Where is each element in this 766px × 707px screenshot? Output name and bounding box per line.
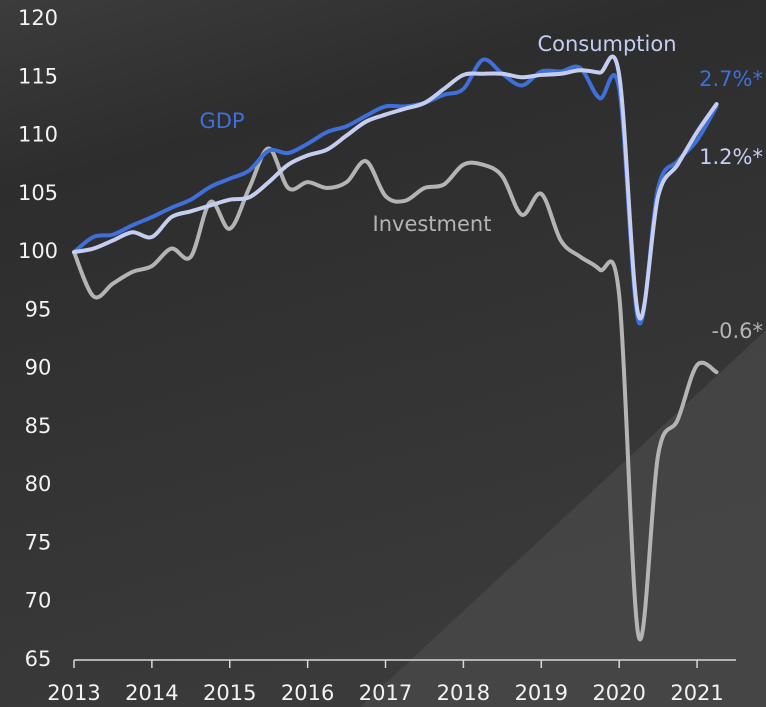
series-label: Consumption [537,32,676,56]
series-label: GDP [199,109,244,133]
y-tick-label: 80 [25,472,52,496]
y-tick-label: 115 [18,64,58,88]
x-tick-label: 2019 [515,681,568,705]
y-tick-label: 120 [18,6,58,30]
y-tick-label: 90 [25,356,52,380]
x-tick-label: 2021 [670,681,723,705]
y-tick-label: 95 [25,297,52,321]
x-tick-label: 2014 [125,681,178,705]
x-tick-label: 2017 [359,681,412,705]
x-tick-label: 2020 [592,681,645,705]
chart: 65 70 75 80 85 90 95 100 105 110 115 120 2013 2014 201… [0,0,766,707]
x-tick-label: 2013 [47,681,100,705]
y-tick-label: 75 [25,530,52,554]
y-tick-label: 70 [25,589,52,613]
x-tick-label: 2018 [437,681,490,705]
series-label: Investment [373,212,492,236]
end-annotation: 2.7%* [699,67,763,91]
y-tick-label: 85 [25,414,52,438]
end-annotation: -0.6* [712,319,763,343]
x-tick-label: 2015 [203,681,256,705]
y-tick-label: 100 [18,239,58,263]
x-tick-label: 2016 [281,681,334,705]
y-tick-label: 65 [25,647,52,671]
y-tick-label: 105 [18,181,58,205]
y-tick-label: 110 [18,123,58,147]
end-annotation: 1.2%* [699,145,763,169]
